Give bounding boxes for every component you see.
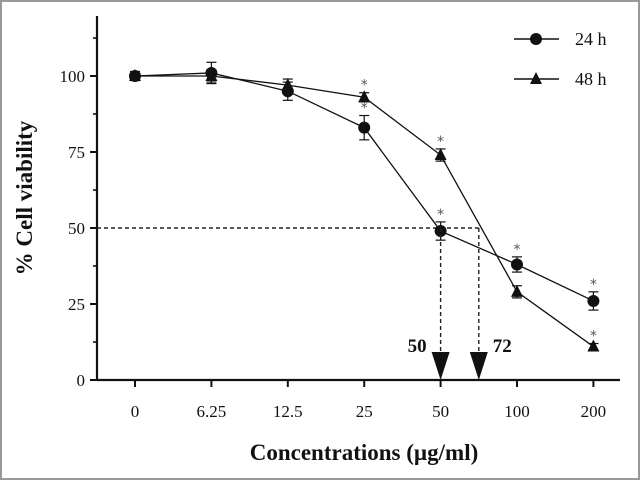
y-tick-label: 75 (68, 143, 85, 162)
annotations: 50 72 (408, 228, 512, 380)
arrowhead (469, 352, 488, 380)
x-tick-label: 50 (432, 402, 449, 421)
x-tick-label: 100 (504, 402, 530, 421)
annotation-label: 72 (493, 336, 512, 357)
data-point-triangle (434, 148, 447, 161)
x-tick-label: 6.25 (197, 402, 227, 421)
annotation-label: 50 (408, 336, 427, 357)
legend-label: 24 h (575, 29, 607, 49)
data-point-triangle (511, 284, 523, 297)
arrowhead (431, 352, 450, 380)
significance-star: * (514, 242, 521, 258)
legend: 24 h 48 h (514, 29, 607, 89)
significance-star: * (361, 78, 368, 94)
significance-star: * (437, 207, 444, 223)
data-point-triangle (129, 69, 141, 81)
data-point-circle (511, 258, 523, 271)
x-axis-title: Concentrations (µg/ml) (250, 440, 479, 465)
x-tick-label: 200 (581, 402, 607, 421)
series-48h: * * * (129, 69, 600, 352)
data-point-triangle (281, 78, 294, 91)
data-point-circle (358, 121, 371, 134)
x-tick-label: 12.5 (273, 402, 303, 421)
data-point-triangle (358, 90, 371, 103)
y-axis-title: % Cell viability (12, 120, 37, 275)
significance-star: * (590, 277, 597, 293)
x-tick-label: 0 (131, 402, 140, 421)
legend-marker (530, 33, 542, 45)
data-point-triangle (205, 69, 218, 81)
significance-star: * (361, 101, 368, 117)
y-tick-label: 25 (68, 295, 85, 314)
significance-star: * (437, 134, 444, 150)
y-tick-label: 0 (77, 371, 86, 390)
plot-area: * * * * * * * (129, 61, 600, 352)
y-tick-label: 100 (60, 67, 86, 86)
data-point-circle (587, 294, 600, 307)
y-tick-label: 50 (68, 219, 85, 238)
data-point-triangle (587, 339, 600, 352)
legend-label: 48 h (575, 69, 607, 89)
axes: 0 25 50 75 100 0 6.25 12.5 25 50 100 200 (60, 16, 620, 421)
x-tick-label: 25 (356, 402, 373, 421)
significance-star: * (590, 329, 597, 345)
legend-marker (530, 72, 542, 84)
